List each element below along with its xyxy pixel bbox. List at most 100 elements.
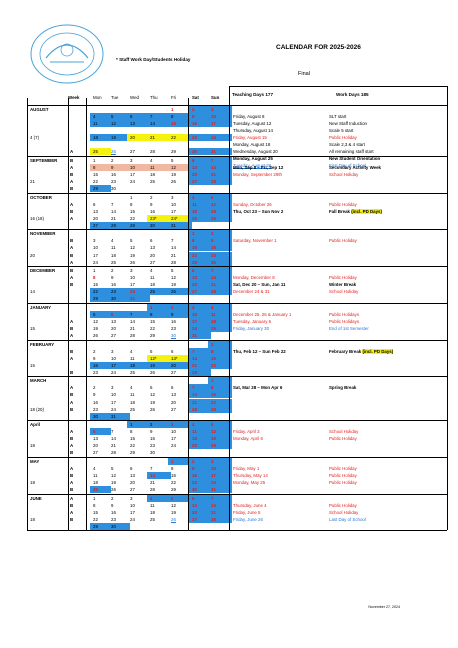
day-number: 5: [150, 348, 153, 354]
day-cell-highlight: [108, 412, 130, 420]
week-letter: B: [70, 406, 74, 412]
day-number: 28: [192, 406, 197, 412]
day-number: 20: [93, 443, 98, 449]
day-number: 25: [192, 443, 197, 449]
day-number: 31: [211, 149, 216, 155]
day-cell-highlight: [208, 361, 232, 369]
event-date: Tuesday, August 12: [233, 121, 272, 127]
day-number: 30: [150, 222, 155, 228]
day-number: 13*: [171, 355, 178, 361]
day-number: 21: [211, 171, 216, 177]
day-number: 15: [93, 509, 98, 515]
day-number: 3: [93, 238, 96, 244]
week-letter: A: [70, 179, 74, 184]
day-cell-highlight: [208, 421, 232, 429]
day-number: 18: [111, 252, 116, 258]
day-number: 6: [150, 238, 153, 244]
event-date: Thursday, June 4: [233, 502, 267, 508]
day-cell-highlight: [208, 428, 232, 436]
month-name: MARCH: [30, 378, 47, 384]
day-cell-highlight: [208, 163, 232, 171]
day-cell-highlight: [90, 310, 111, 318]
day-number: 22: [130, 443, 135, 449]
week-letter: A: [70, 318, 74, 324]
break-label: February Break: [329, 348, 363, 354]
day-number: 3: [211, 458, 214, 464]
day-number: 14: [211, 502, 216, 508]
event-description: Public Holidays: [329, 318, 360, 324]
day-number: 16: [111, 509, 116, 515]
event-date: Tuesday, January 6: [233, 318, 272, 324]
day-number: 23: [150, 443, 155, 449]
event-description: Public Holiday: [329, 135, 357, 141]
day-number: 24: [111, 406, 116, 412]
event-date: Tuesday, August 26: [233, 163, 272, 169]
day-number: 12: [111, 121, 116, 127]
day-number: 8: [93, 275, 96, 281]
day-cell-highlight: [90, 113, 111, 121]
day-cell-highlight: [189, 258, 211, 266]
day-number: 3: [211, 107, 214, 112]
event-date: December 24 & 31: [233, 289, 270, 295]
day-cell-highlight: [90, 221, 111, 229]
day-number: 30: [192, 487, 197, 493]
day-number: 19: [111, 480, 116, 486]
day-number: 4: [211, 304, 214, 310]
day-number: 28: [130, 333, 135, 339]
day-number: 23: [192, 135, 197, 141]
calendar-title: CALENDAR FOR 2025-2026: [276, 44, 361, 51]
day-number: 10: [130, 502, 135, 508]
week-letter: A: [70, 443, 74, 449]
day-cell-highlight: [189, 435, 211, 443]
day-cell-highlight: [208, 384, 232, 392]
day-number: 11: [150, 275, 155, 281]
day-number: 8: [211, 348, 214, 354]
day-cell-highlight: [189, 267, 211, 275]
day-number: 15: [130, 436, 135, 442]
day-cell-highlight: [189, 347, 211, 355]
day-cell-highlight: [147, 113, 171, 121]
grid-column-border: [68, 98, 69, 531]
day-number: 6: [192, 157, 195, 163]
day-number: 28: [150, 487, 155, 493]
day-number: 30: [111, 296, 116, 302]
week-letter: B: [70, 450, 74, 456]
event-description: Public Holiday: [329, 436, 357, 442]
day-cell-highlight: [147, 134, 171, 142]
month-divider: [27, 229, 447, 231]
day-number: 25: [150, 179, 155, 184]
day-number: 1: [93, 495, 96, 501]
day-cell-highlight: [189, 317, 211, 325]
day-number: 29: [150, 333, 155, 339]
day-number: 20: [150, 252, 155, 258]
day-number: 9: [111, 164, 114, 170]
day-number: 19: [93, 326, 98, 331]
day-number: 21: [150, 135, 155, 141]
day-number: 30: [211, 259, 216, 265]
day-cell-highlight: [147, 120, 171, 128]
month-teaching-count: 16 (18): [30, 215, 44, 221]
week-letter: B: [70, 369, 74, 375]
day-cell-highlight: [147, 494, 171, 502]
day-number: 27: [192, 516, 197, 522]
event-date: Sat, Dec 20 – Sun, Jan 11: [233, 282, 286, 288]
day-header-sat: Sat: [192, 95, 199, 100]
day-cell-highlight: [189, 120, 211, 128]
day-number: 13: [93, 208, 98, 214]
day-number: 1: [93, 268, 96, 274]
day-number: 11: [211, 311, 216, 317]
month-name: JUNE: [30, 495, 42, 501]
day-cell-highlight: [208, 310, 232, 318]
month-name: NOVEMBER: [30, 231, 56, 237]
day-number: 12: [171, 502, 176, 508]
day-number: 25: [211, 326, 216, 331]
day-cell-highlight: [147, 288, 171, 296]
day-cell-highlight: [208, 340, 232, 348]
day-number: 1: [93, 157, 96, 163]
day-number: 13: [192, 502, 197, 508]
day-cell-highlight: [189, 486, 211, 494]
day-number: 28: [211, 516, 216, 522]
day-cell-highlight: [90, 185, 111, 193]
day-number: 26: [93, 333, 98, 339]
month-teaching-count: 18 (20): [30, 406, 44, 412]
